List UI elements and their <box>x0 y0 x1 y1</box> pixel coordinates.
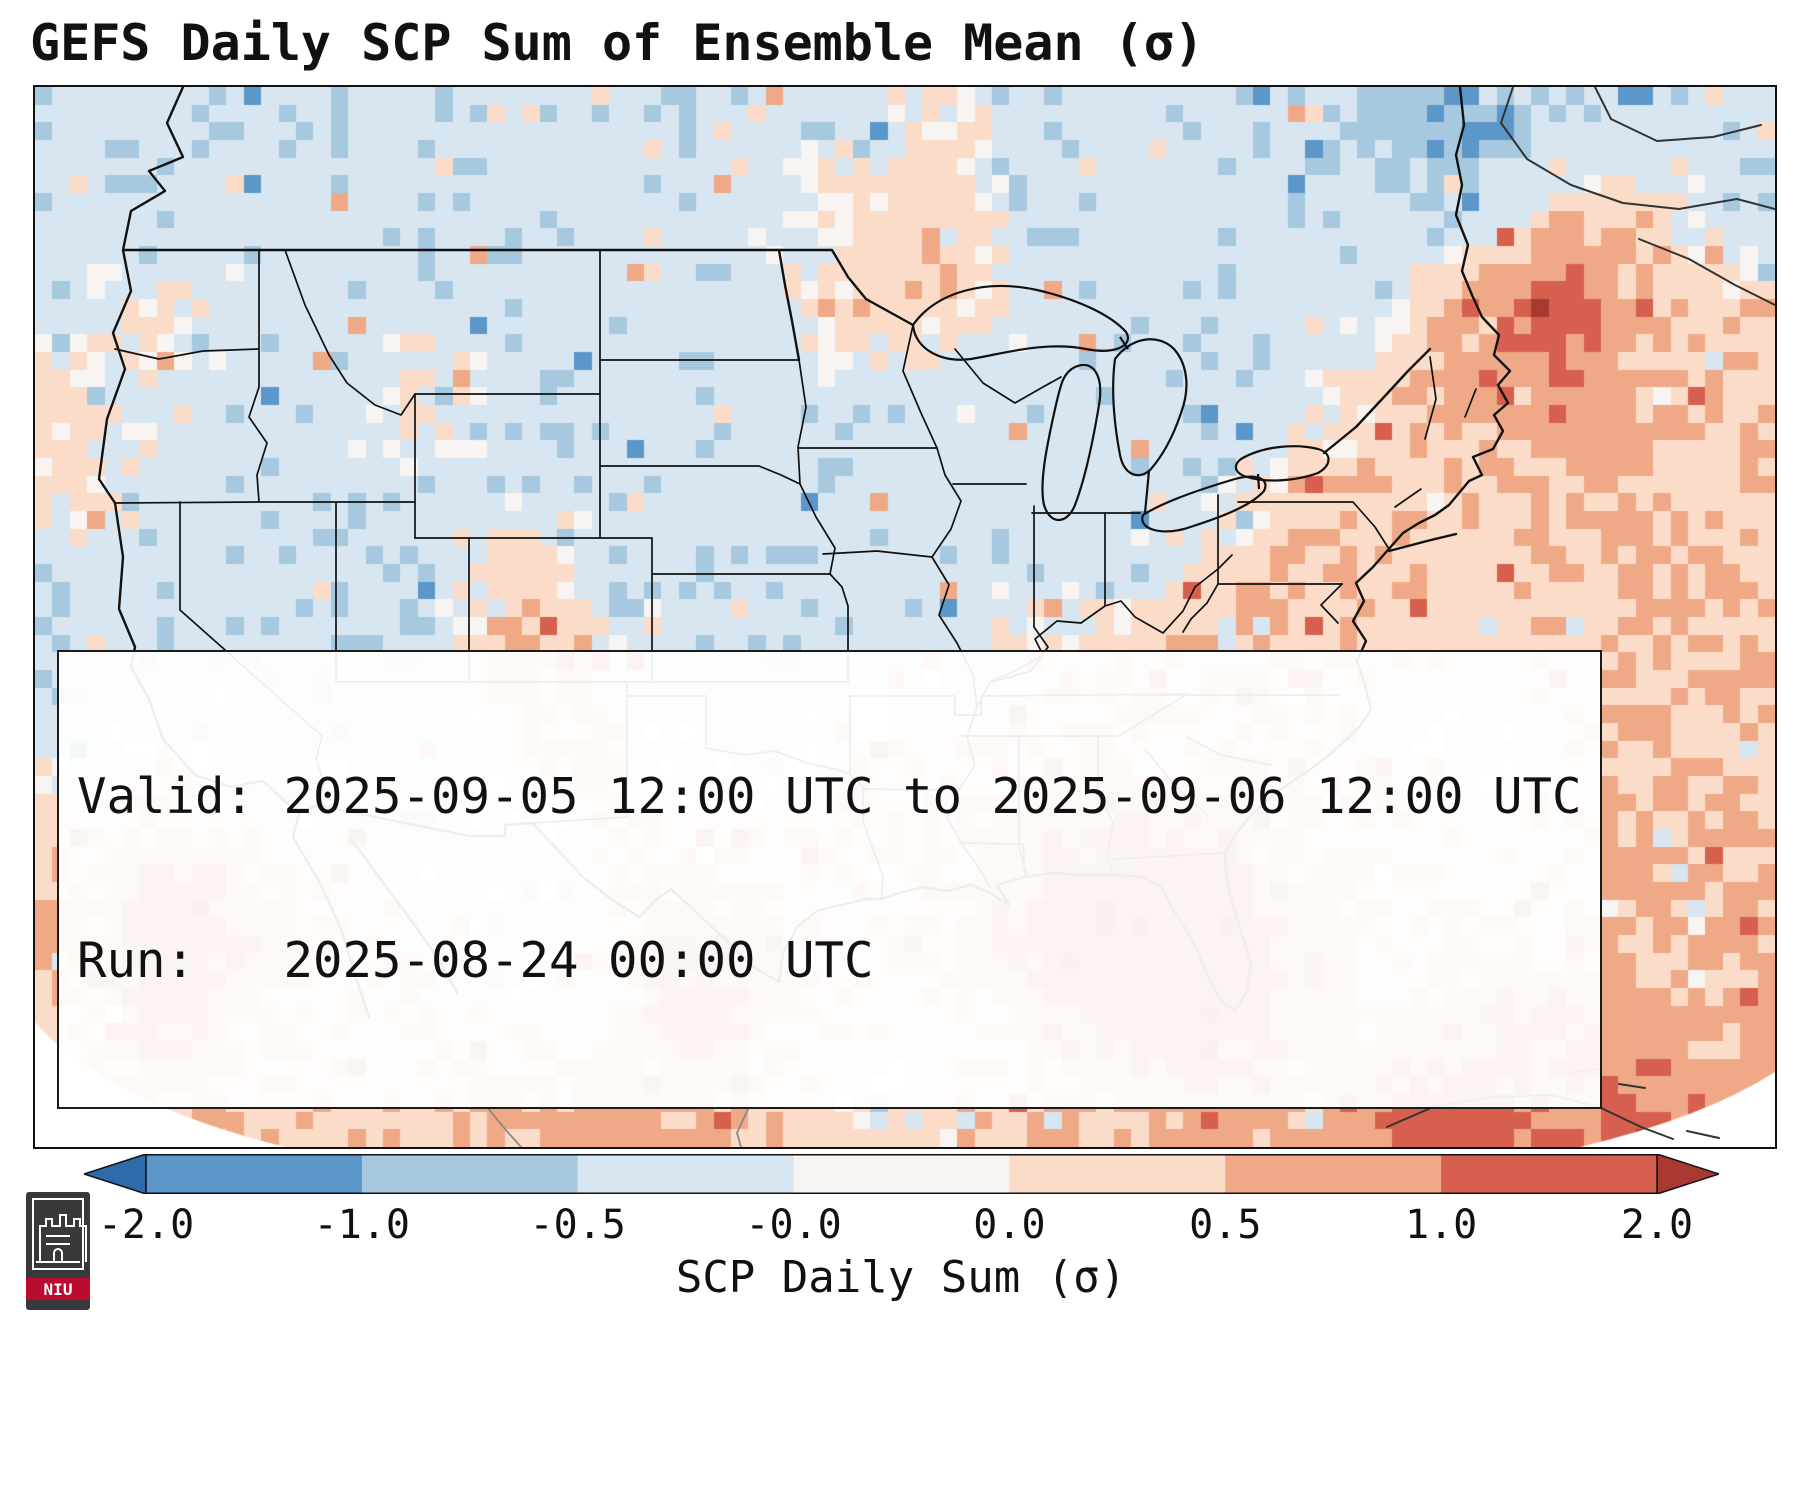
valid-text: Valid: 2025-09-05 12:00 UTC to 2025-09-0… <box>77 767 1582 825</box>
red-river-north-path <box>777 248 801 362</box>
colorbar-svg <box>81 1152 1722 1196</box>
niu-castle-icon: NIU <box>26 1192 90 1310</box>
colorbar <box>81 1152 1722 1196</box>
lake-huron-path <box>1112 338 1188 477</box>
colorbar-under-arrow <box>81 1152 147 1196</box>
st-lawrence-path <box>1322 347 1432 455</box>
colorbar-tick: -2.0 <box>97 1202 195 1248</box>
great-lakes <box>911 284 1330 533</box>
colorbar-tick: 0.0 <box>973 1202 1046 1248</box>
niu-logo: NIU <box>26 1192 90 1310</box>
colorbar-tick: 1.0 <box>1405 1202 1478 1248</box>
mexico-lower-coastlines <box>486 1106 750 1147</box>
lake-connectors-path <box>1119 336 1261 514</box>
colorbar-tick: -1.0 <box>313 1202 411 1248</box>
colorbar-segment <box>1225 1154 1442 1194</box>
colorbar-segment <box>793 1154 1011 1194</box>
colorbar-tick: -0.0 <box>745 1202 842 1248</box>
lake-erie-path <box>1141 475 1267 533</box>
colorbar-segment <box>146 1154 363 1194</box>
colorbar-tick: -0.5 <box>529 1202 626 1248</box>
logo-text: NIU <box>44 1280 73 1299</box>
colorbar-segment <box>361 1154 579 1194</box>
info-box: Valid: 2025-09-05 12:00 UTC to 2025-09-0… <box>57 650 1602 1109</box>
run-text: Run: 2025-08-24 00:00 UTC <box>77 932 874 990</box>
colorbar-tick: 0.5 <box>1189 1202 1262 1248</box>
lake-michigan-path <box>1041 364 1102 522</box>
colorbar-segment <box>577 1154 795 1194</box>
colorbar-outline <box>145 1154 1658 1194</box>
colorbar-segment <box>1441 1154 1658 1194</box>
logo-banner <box>26 1278 90 1300</box>
page-title: GEFS Daily SCP Sum of Ensemble Mean (σ) <box>30 14 1204 72</box>
castle-glyph <box>32 1198 87 1270</box>
colorbar-tick: 2.0 <box>1620 1202 1694 1248</box>
lake-superior-path <box>911 284 1129 361</box>
colorbar-segment <box>1009 1154 1226 1194</box>
long-island-path <box>1387 532 1458 553</box>
colorbar-label: SCP Daily Sum (σ) <box>675 1252 1127 1303</box>
lake-ontario-path <box>1234 445 1330 482</box>
colorbar-over-arrow <box>1656 1152 1722 1196</box>
us-canada-border-path <box>121 248 915 327</box>
map-axes: Valid: 2025-09-05 12:00 UTC to 2025-09-0… <box>33 85 1777 1149</box>
